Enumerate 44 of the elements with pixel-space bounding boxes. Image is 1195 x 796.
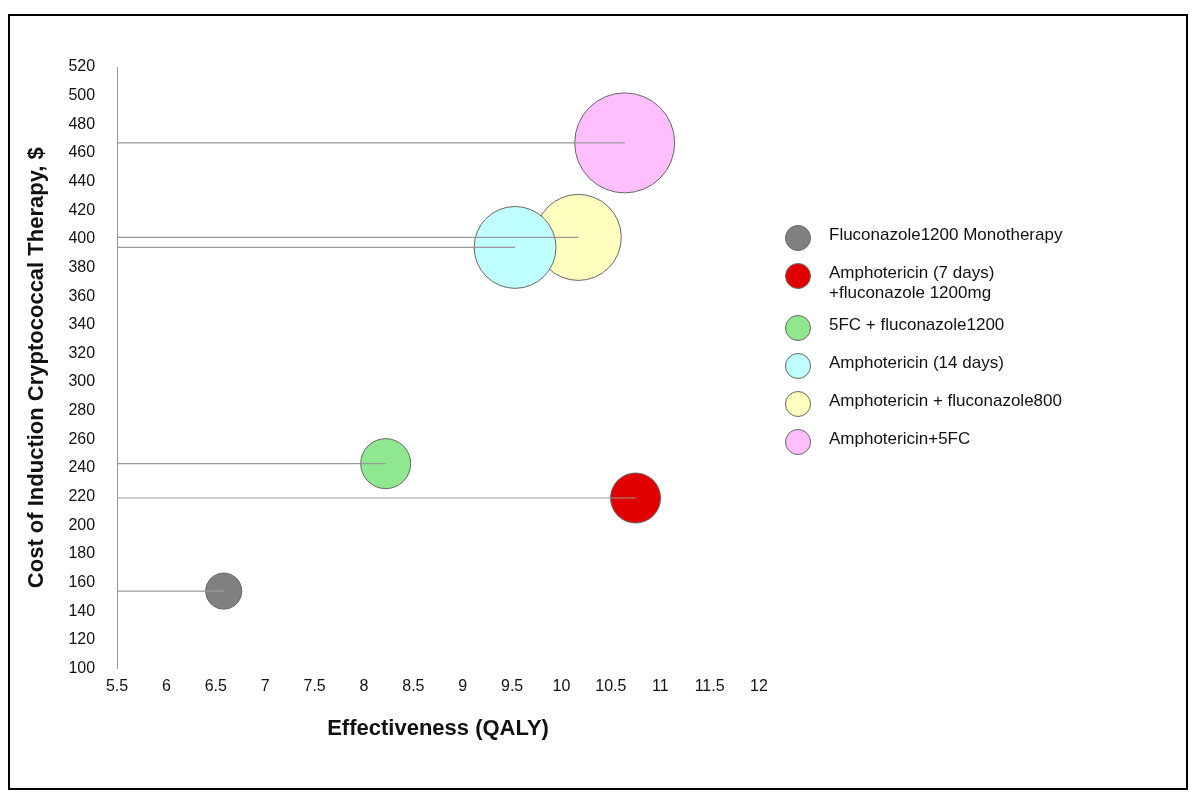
- x-tick-label: 11: [651, 677, 669, 695]
- y-tick-label: 180: [68, 544, 96, 562]
- legend-label: Amphotericin + fluconazole800: [829, 391, 1062, 411]
- legend-label: 5FC + fluconazole1200: [829, 315, 1005, 335]
- legend-label: Fluconazole1200 Monotherapy: [829, 225, 1063, 245]
- y-tick-label: 160: [68, 572, 96, 590]
- y-tick-label: 200: [68, 515, 96, 533]
- x-tick-label: 8.5: [402, 677, 425, 695]
- y-tick-label: 280: [68, 401, 96, 419]
- y-tick-label: 480: [68, 114, 96, 132]
- x-tick-label: 12: [750, 677, 768, 695]
- x-tick-label: 6.5: [204, 677, 228, 695]
- x-axis-title: Effectiveness (QALY): [327, 714, 549, 740]
- x-tick-label: 5.5: [105, 677, 129, 695]
- y-tick-label: 460: [68, 143, 96, 161]
- y-tick-label: 240: [68, 458, 96, 476]
- y-tick-label: 340: [68, 315, 96, 333]
- x-tick-label: 8: [359, 677, 369, 695]
- x-tick-label: 10.5: [595, 677, 627, 695]
- x-tick-label: 11.5: [694, 677, 725, 695]
- y-tick-label: 220: [68, 486, 96, 504]
- y-axis-title: Cost of Induction Cryptococcal Therapy, $: [23, 147, 49, 589]
- x-tick-label: 10: [552, 677, 571, 695]
- legend-label: Amphotericin+5FC: [829, 429, 971, 449]
- y-tick-label: 500: [68, 86, 96, 104]
- y-tick-label: 260: [68, 429, 96, 447]
- legend-label: Amphotericin (14 days): [829, 353, 1004, 373]
- y-tick-label: 520: [68, 57, 96, 75]
- y-tick-label: 320: [68, 343, 96, 361]
- y-tick-label: 360: [68, 286, 96, 304]
- x-tick-label: 9.5: [500, 677, 524, 695]
- y-tick-label: 380: [68, 257, 96, 275]
- y-tick-label: 440: [68, 171, 96, 189]
- x-tick-label: 6: [162, 677, 172, 695]
- legend-label: Amphotericin (7 days) +fluconazole 1200mg: [829, 263, 996, 303]
- y-tick-label: 420: [68, 200, 96, 218]
- x-tick-label: 7.5: [303, 677, 326, 695]
- y-tick-label: 400: [68, 229, 96, 247]
- y-tick-label: 300: [68, 372, 96, 390]
- y-tick-label: 100: [68, 658, 96, 676]
- y-tick-label: 120: [68, 630, 96, 648]
- x-tick-label: 9: [458, 677, 468, 695]
- x-tick-label: 7: [260, 677, 270, 695]
- y-tick-label: 140: [68, 601, 96, 619]
